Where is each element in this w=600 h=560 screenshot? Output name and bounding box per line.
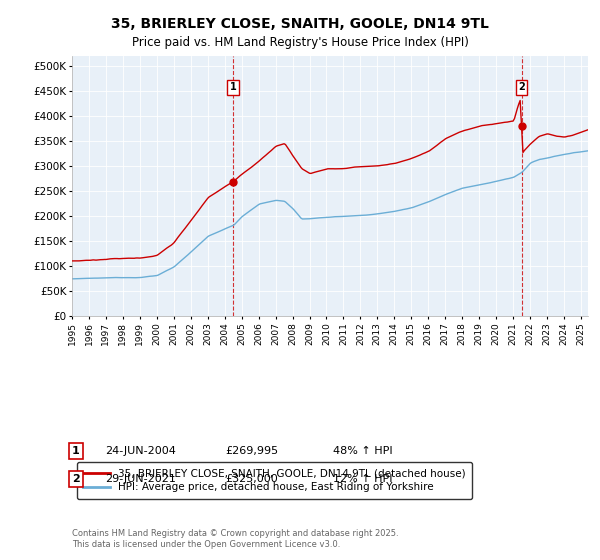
Text: Price paid vs. HM Land Registry's House Price Index (HPI): Price paid vs. HM Land Registry's House … — [131, 36, 469, 49]
Text: 1: 1 — [230, 82, 236, 92]
Text: 48% ↑ HPI: 48% ↑ HPI — [333, 446, 392, 456]
Text: 12% ↑ HPI: 12% ↑ HPI — [333, 474, 392, 484]
Text: £269,995: £269,995 — [225, 446, 278, 456]
Text: 24-JUN-2004: 24-JUN-2004 — [105, 446, 176, 456]
Text: 2: 2 — [72, 474, 80, 484]
Text: 2: 2 — [518, 82, 525, 92]
Legend: 35, BRIERLEY CLOSE, SNAITH, GOOLE, DN14 9TL (detached house), HPI: Average price: 35, BRIERLEY CLOSE, SNAITH, GOOLE, DN14 … — [77, 462, 472, 498]
Text: £325,000: £325,000 — [225, 474, 278, 484]
Text: 29-JUN-2021: 29-JUN-2021 — [105, 474, 176, 484]
Text: Contains HM Land Registry data © Crown copyright and database right 2025.
This d: Contains HM Land Registry data © Crown c… — [72, 529, 398, 549]
Text: 35, BRIERLEY CLOSE, SNAITH, GOOLE, DN14 9TL: 35, BRIERLEY CLOSE, SNAITH, GOOLE, DN14 … — [111, 17, 489, 31]
Text: 1: 1 — [72, 446, 80, 456]
